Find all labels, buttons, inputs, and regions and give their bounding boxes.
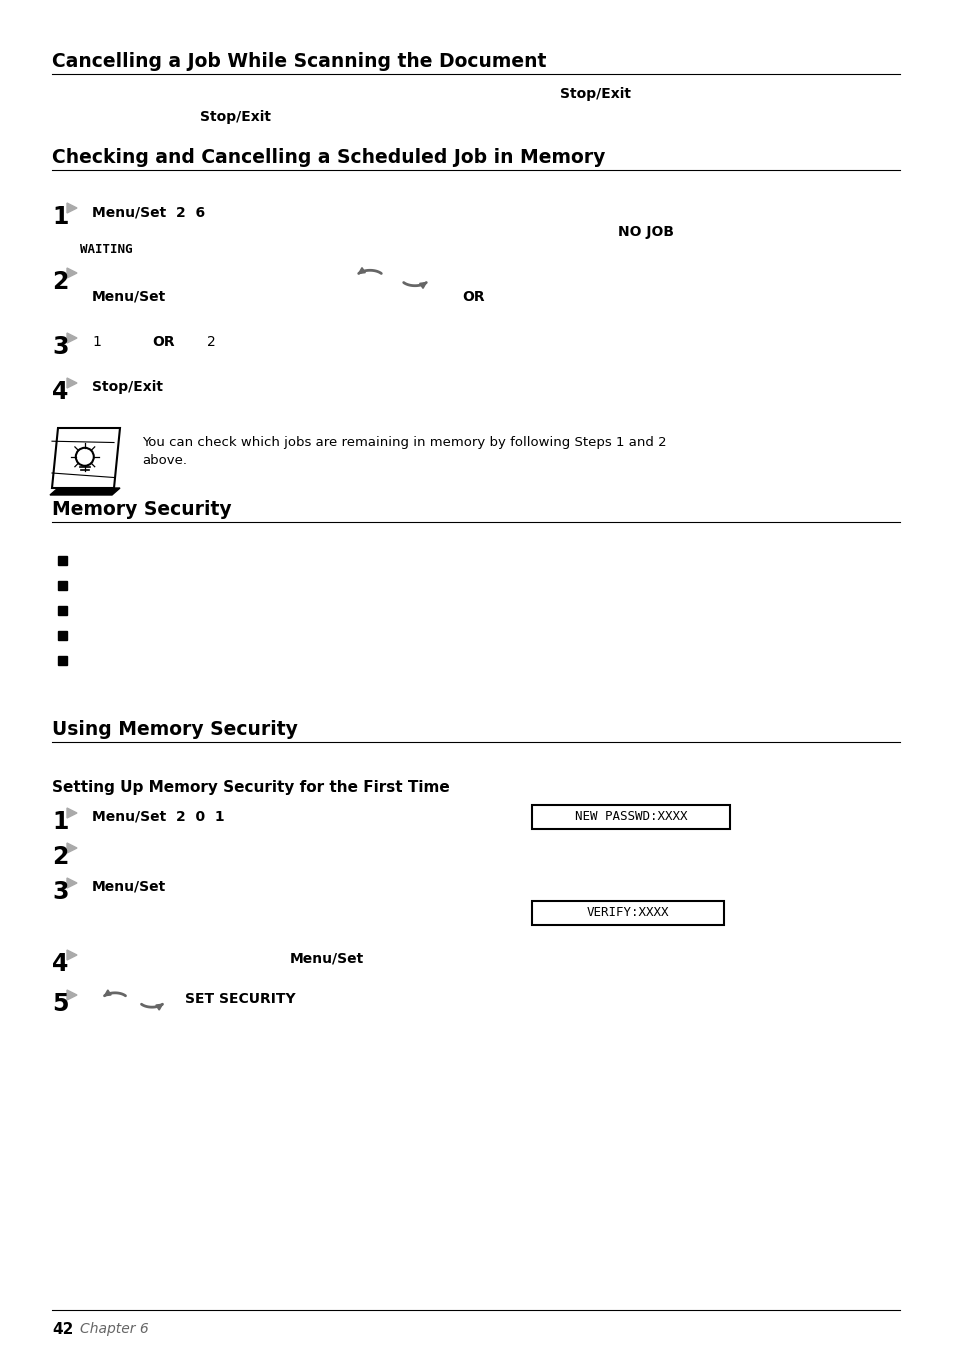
Text: 2: 2 <box>52 845 69 869</box>
Polygon shape <box>67 203 77 214</box>
Text: You can check which jobs are remaining in memory by following Steps 1 and 2: You can check which jobs are remaining i… <box>142 435 666 449</box>
Polygon shape <box>67 333 77 343</box>
Text: Using Memory Security: Using Memory Security <box>52 721 297 740</box>
Text: 2: 2 <box>52 270 69 293</box>
Text: Stop/Exit: Stop/Exit <box>200 110 271 124</box>
Text: Cancelling a Job While Scanning the Document: Cancelling a Job While Scanning the Docu… <box>52 51 546 72</box>
Polygon shape <box>67 379 77 388</box>
Text: Menu/Set: Menu/Set <box>290 952 364 965</box>
Text: 1: 1 <box>91 335 101 349</box>
Polygon shape <box>50 488 120 495</box>
Text: Menu/Set  2  0  1: Menu/Set 2 0 1 <box>91 810 224 823</box>
Polygon shape <box>419 283 426 288</box>
Polygon shape <box>67 808 77 818</box>
Text: Chapter 6: Chapter 6 <box>80 1322 149 1336</box>
Text: Menu/Set: Menu/Set <box>91 880 166 894</box>
Bar <box>58 556 67 565</box>
Bar <box>58 656 67 665</box>
Text: Checking and Cancelling a Scheduled Job in Memory: Checking and Cancelling a Scheduled Job … <box>52 147 605 168</box>
FancyBboxPatch shape <box>532 900 723 925</box>
Bar <box>58 631 67 639</box>
Text: above.: above. <box>142 454 187 466</box>
Text: OR: OR <box>461 289 484 304</box>
Polygon shape <box>67 268 77 279</box>
Text: Stop/Exit: Stop/Exit <box>559 87 630 101</box>
Polygon shape <box>67 950 77 960</box>
Bar <box>58 606 67 615</box>
Text: SET SECURITY: SET SECURITY <box>185 992 295 1006</box>
Text: VERIFY:XXXX: VERIFY:XXXX <box>586 906 669 919</box>
Polygon shape <box>358 268 365 273</box>
Text: 4: 4 <box>52 952 69 976</box>
Text: Stop/Exit: Stop/Exit <box>91 380 163 393</box>
Text: 4: 4 <box>52 380 69 404</box>
Text: 5: 5 <box>52 992 69 1015</box>
Text: WAITING: WAITING <box>80 243 132 256</box>
Text: Menu/Set  2  6: Menu/Set 2 6 <box>91 206 205 219</box>
Text: 2: 2 <box>207 335 215 349</box>
Bar <box>58 581 67 589</box>
Text: OR: OR <box>152 335 174 349</box>
Text: Memory Security: Memory Security <box>52 500 232 519</box>
Text: NO JOB: NO JOB <box>618 224 673 239</box>
Text: 1: 1 <box>52 810 69 834</box>
Polygon shape <box>67 877 77 888</box>
Text: 42: 42 <box>52 1322 73 1337</box>
Text: 3: 3 <box>52 335 69 360</box>
Text: Setting Up Memory Security for the First Time: Setting Up Memory Security for the First… <box>52 780 449 795</box>
Polygon shape <box>105 990 111 996</box>
Polygon shape <box>67 844 77 853</box>
FancyBboxPatch shape <box>532 804 729 829</box>
Text: 1: 1 <box>52 206 69 228</box>
Text: 3: 3 <box>52 880 69 904</box>
Text: Menu/Set: Menu/Set <box>91 289 166 304</box>
Polygon shape <box>67 990 77 1000</box>
Text: NEW PASSWD:XXXX: NEW PASSWD:XXXX <box>574 810 686 823</box>
Polygon shape <box>155 1005 162 1010</box>
